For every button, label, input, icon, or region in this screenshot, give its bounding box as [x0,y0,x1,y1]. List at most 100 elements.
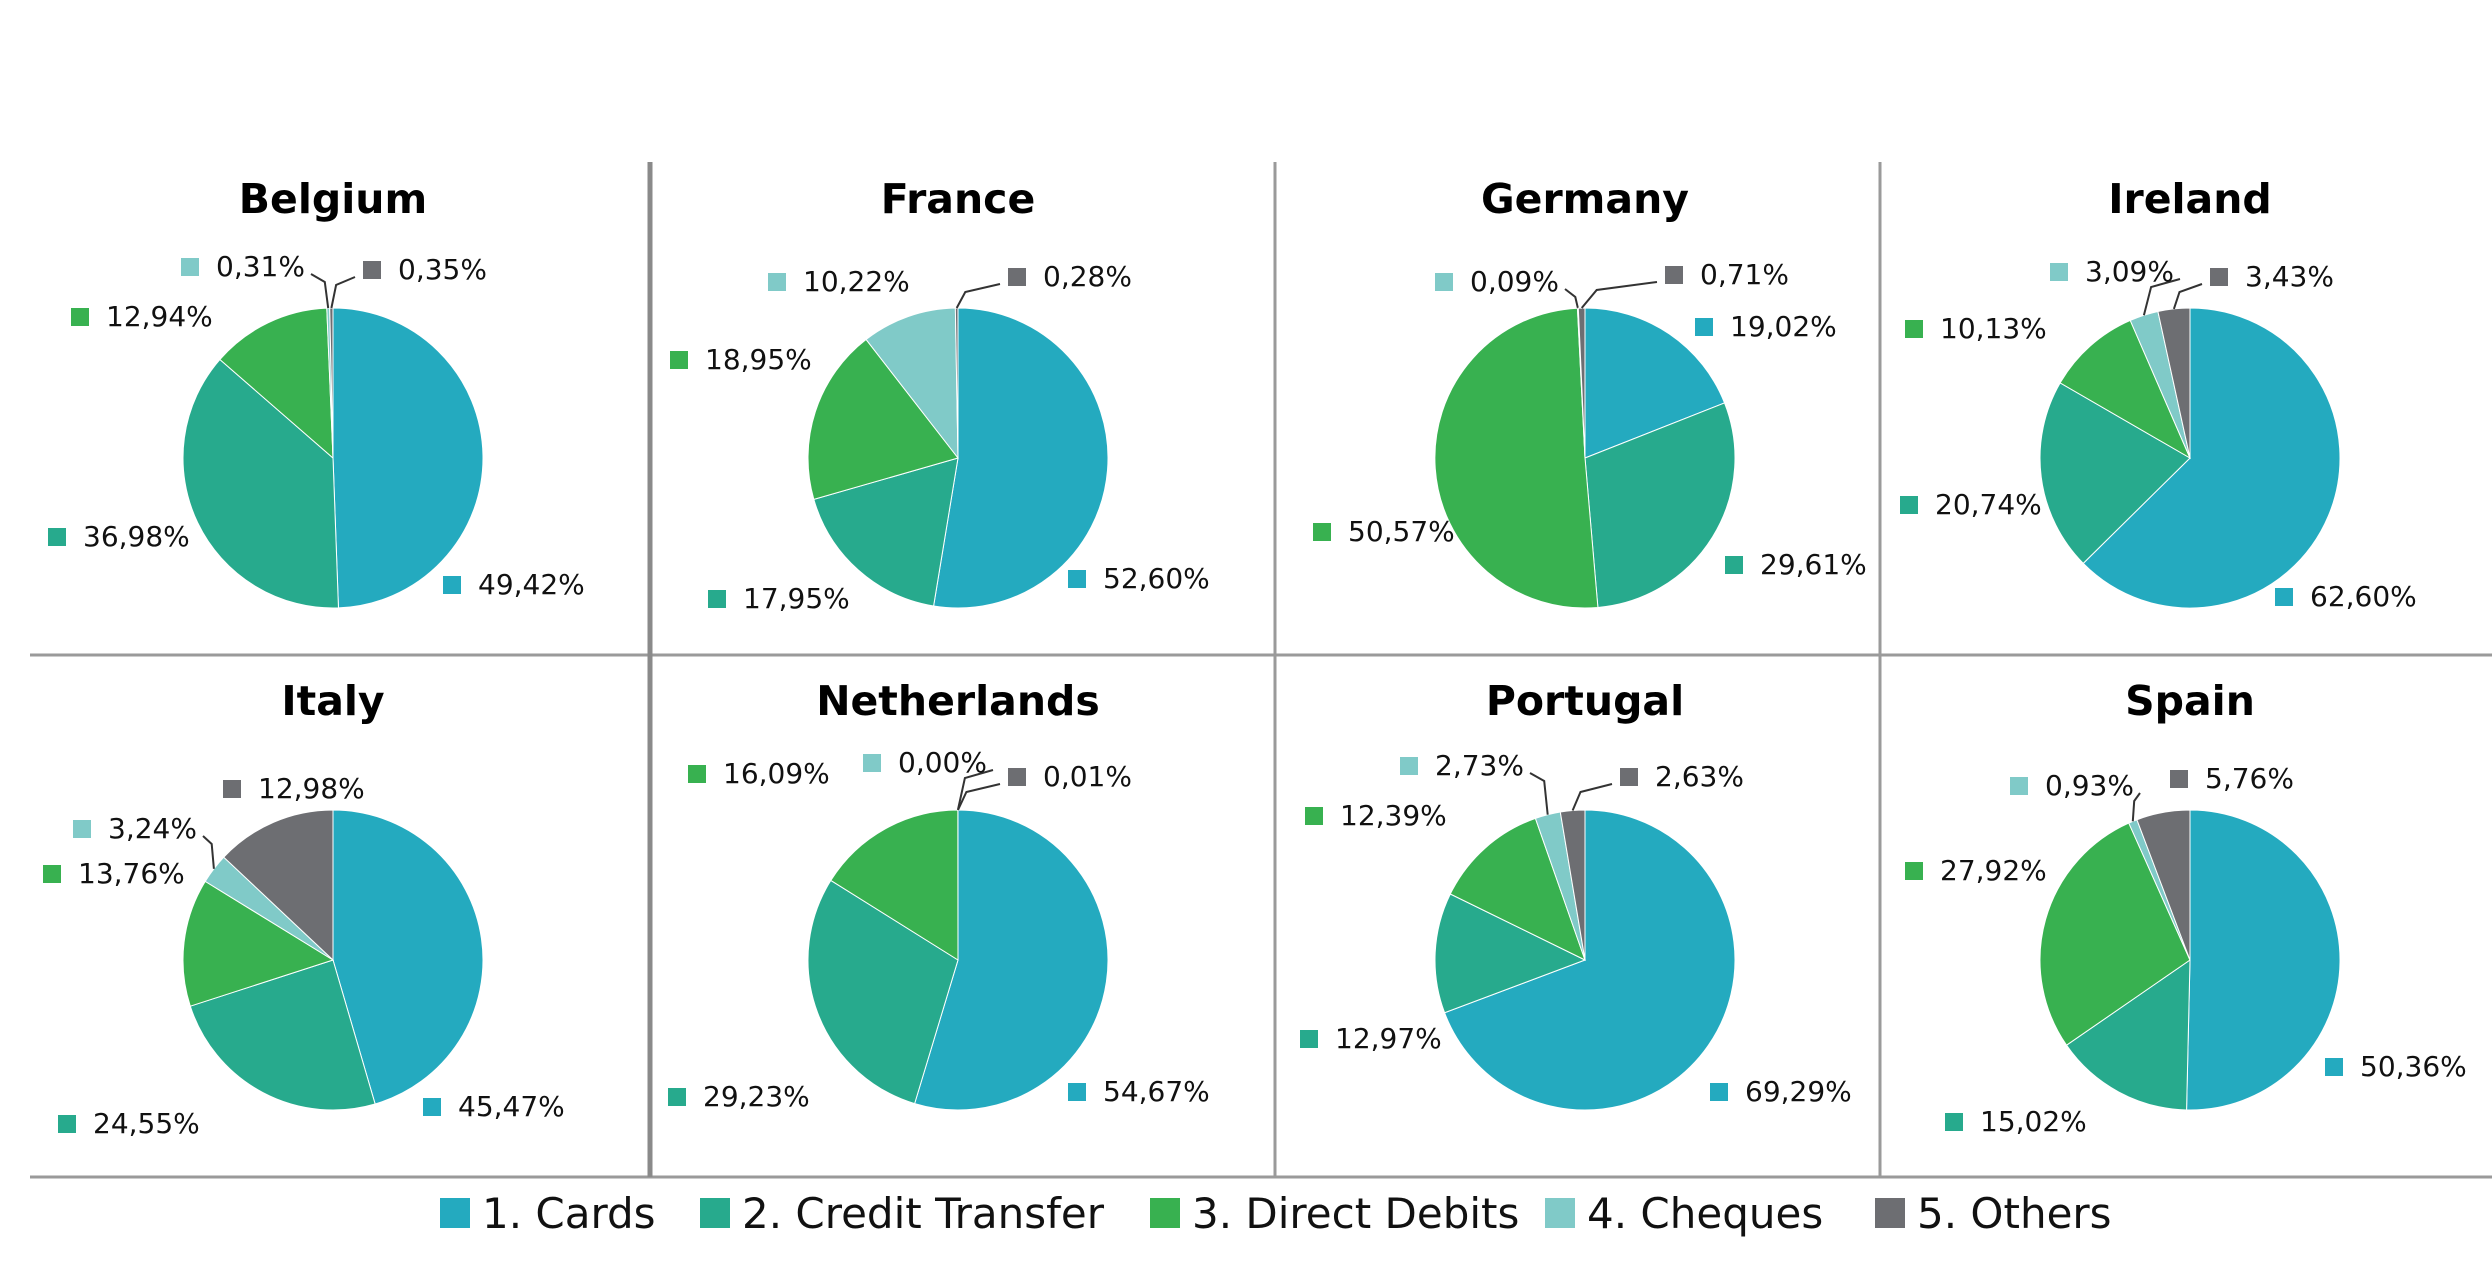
data-label-spain-5: 5,76% [2205,762,2294,795]
data-label-marker-netherlands-3 [688,765,706,783]
pie-slice-belgium-2-credit-transfer [182,358,339,609]
data-label-marker-germany-3 [1313,523,1331,541]
leader-line-netherlands-4 [956,769,994,811]
data-label-marker-belgium-2 [48,528,66,546]
leader-line-portugal-4 [1529,772,1549,815]
data-label-belgium-1: 49,42% [478,568,585,601]
data-label-marker-france-1 [1068,570,1086,588]
data-label-portugal-3: 12,39% [1340,799,1447,832]
pie-slice-germany-5-others [1577,307,1586,459]
pie-title-belgium: Belgium [239,175,427,223]
data-label-marker-france-2 [708,590,726,608]
legend-marker-1-cards [440,1198,470,1228]
data-label-spain-2: 15,02% [1980,1105,2087,1138]
data-label-italy-4: 3,24% [108,812,197,845]
data-label-portugal-4: 2,73% [1435,749,1524,782]
data-label-belgium-3: 12,94% [106,300,213,333]
data-label-marker-germany-5 [1665,266,1683,284]
legend: 1. Cards 2. Credit Transfer 3. Direct Debi… [440,1189,2112,1238]
pie-title-italy: Italy [281,677,384,725]
pie-slice-germany-3-direct-debits [1434,307,1599,609]
legend-marker-2-credit-transfer [700,1198,730,1228]
data-label-germany-3: 50,57% [1348,515,1455,548]
pie-panel-italy: Italy 45,47% 24,55% 13,76% 3,24% 12,98% [43,677,565,1140]
data-label-marker-spain-1 [2325,1058,2343,1076]
data-label-marker-spain-3 [1905,862,1923,880]
data-label-netherlands-4: 0,00% [898,746,987,779]
pie-slice-france-2-credit-transfer [813,457,959,607]
data-label-marker-germany-2 [1725,556,1743,574]
pie-panel-portugal: Portugal 69,29% 12,97% 12,39% 2,73% 2,63% [1300,677,1852,1111]
leader-line-spain-4 [2131,792,2141,822]
legend-marker-3-direct-debits [1150,1198,1180,1228]
leader-line-belgium-5 [330,276,356,309]
pie-title-netherlands: Netherlands [816,677,1100,725]
data-label-france-2: 17,95% [743,582,850,615]
data-label-france-3: 18,95% [705,343,812,376]
pie-slice-portugal-3-direct-debits [1449,817,1586,961]
pie-slice-france-3-direct-debits [807,338,959,501]
pie-slice-spain-5-others [2136,809,2191,961]
pie-slice-italy-3-direct-debits [182,880,335,1007]
data-label-spain-3: 27,92% [1940,854,2047,887]
pie-slice-portugal-5-others [1559,809,1586,961]
pie-slice-spain-1-cards [2186,809,2341,1111]
pie-panel-spain: Spain 50,36% 15,02% 27,92% 0,93% 5,76% [1905,677,2467,1138]
data-label-marker-ireland-4 [2050,263,2068,281]
pie-slice-belgium-3-direct-debits [219,307,334,460]
data-label-marker-italy-3 [43,865,61,883]
pie-slice-netherlands-3-direct-debits [830,809,959,961]
data-label-ireland-4: 3,09% [2085,255,2174,288]
pie-panel-netherlands: Netherlands 54,67% 29,23% 16,09% 0,00% 0,01% [668,677,1210,1113]
pie-slice-netherlands-1-cards [913,809,1109,1111]
data-label-marker-ireland-3 [1905,320,1923,338]
data-label-germany-4: 0,09% [1470,265,1559,298]
data-label-marker-germany-1 [1695,318,1713,336]
data-label-marker-belgium-1 [443,576,461,594]
panel-grid [30,162,2492,1179]
data-label-marker-ireland-5 [2210,268,2228,286]
pie-slice-germany-1-cards [1584,307,1726,459]
pie-slice-portugal-2-credit-transfer [1434,893,1587,1014]
data-label-marker-italy-1 [423,1098,441,1116]
data-label-marker-belgium-3 [71,308,89,326]
data-label-ireland-1: 62,60% [2310,580,2417,613]
pie-panel-belgium: Belgium 49,42% 36,98% 12,94%0,31% 0,35% [48,175,585,609]
legend-label-4-cheques: 4. Cheques [1587,1189,1823,1238]
data-label-marker-portugal-5 [1620,768,1638,786]
pie-slice-ireland-2-credit-transfer [2039,382,2191,565]
data-label-germany-5: 0,71% [1700,258,1789,291]
pie-slice-italy-2-credit-transfer [189,959,376,1111]
data-label-italy-5: 12,98% [258,772,365,805]
data-label-italy-2: 24,55% [93,1107,200,1140]
data-label-marker-france-3 [670,351,688,369]
data-label-marker-france-5 [1008,268,1026,286]
pie-slice-italy-1-cards [332,809,484,1105]
leader-line-germany-5 [1580,281,1658,309]
data-label-marker-portugal-1 [1710,1083,1728,1101]
data-label-marker-france-4 [768,273,786,291]
pie-title-portugal: Portugal [1486,677,1684,725]
data-label-marker-germany-4 [1435,273,1453,291]
data-label-marker-netherlands-1 [1068,1083,1086,1101]
data-label-portugal-5: 2,63% [1655,760,1744,793]
pie-slice-ireland-3-direct-debits [2059,319,2192,460]
data-label-ireland-2: 20,74% [1935,488,2042,521]
pie-slice-belgium-1-cards [332,307,484,609]
pie-slice-france-1-cards [933,307,1109,609]
data-label-belgium-4: 0,31% [216,250,305,283]
pie-title-ireland: Ireland [2108,175,2272,223]
pie-title-germany: Germany [1481,175,1689,223]
pie-panel-germany: Germany 19,02% 29,61% 50,57% 0,09% 0,71% [1313,175,1867,609]
data-label-spain-4: 0,93% [2045,769,2134,802]
pie-slice-france-5-others [954,307,959,459]
data-label-netherlands-2: 29,23% [703,1080,810,1113]
pie-slice-germany-2-credit-transfer [1584,402,1736,608]
data-label-marker-italy-2 [58,1115,76,1133]
data-label-portugal-2: 12,97% [1335,1022,1442,1055]
pie-slice-ireland-1-cards [2082,307,2341,609]
pie-title-spain: Spain [2125,677,2255,725]
leader-line-portugal-5 [1571,783,1613,811]
data-label-marker-spain-5 [2170,770,2188,788]
